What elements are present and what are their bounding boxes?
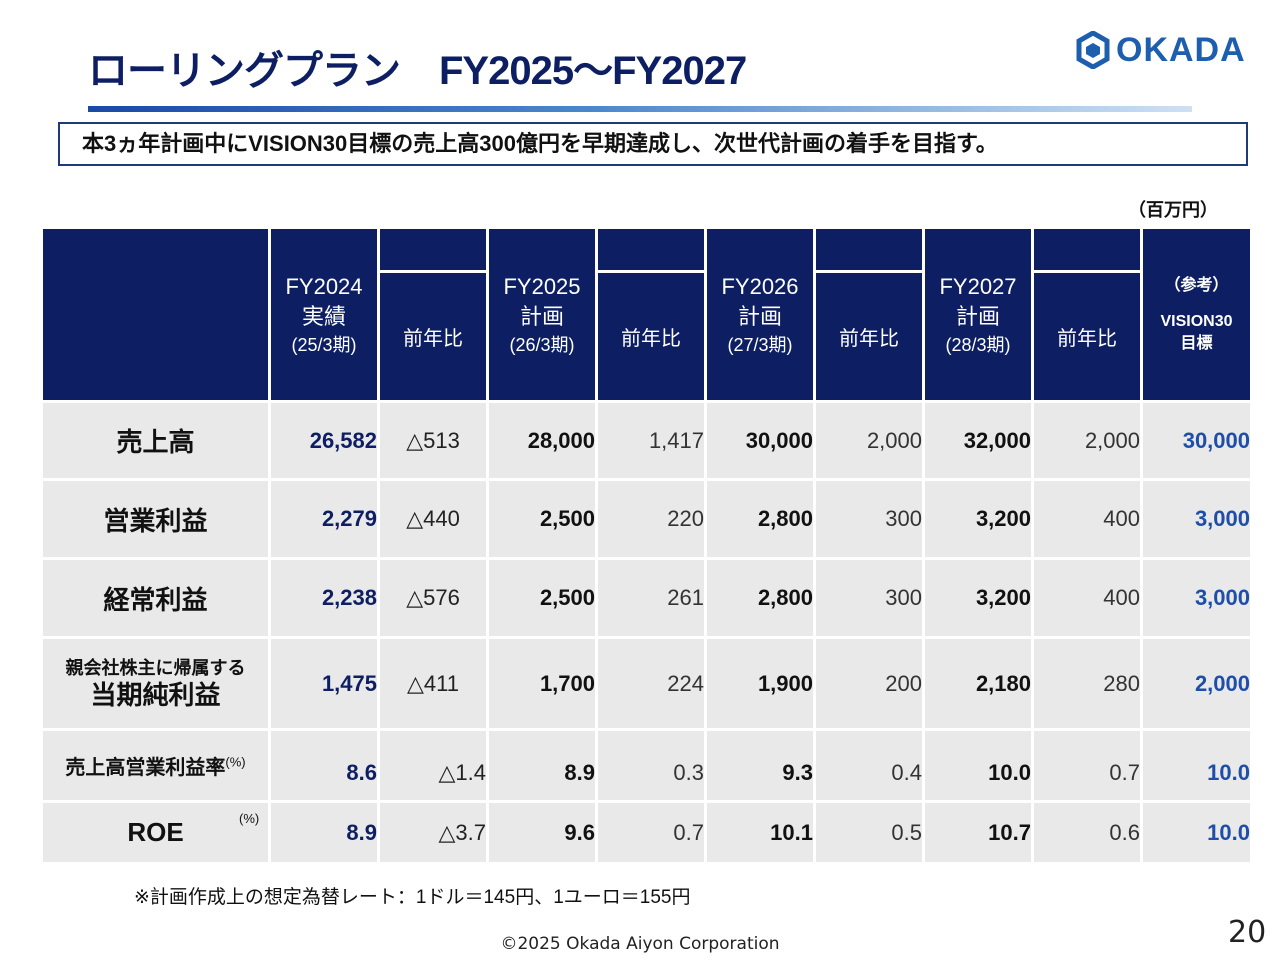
fy2024-value: 8.6	[268, 728, 380, 803]
fy2025-value: 2,500	[486, 478, 598, 560]
fy2024-value: 26,582	[268, 400, 380, 481]
company-logo: OKADA	[1076, 30, 1246, 70]
fy2026-yoy: 0.5	[813, 800, 925, 865]
title-underline	[88, 106, 1192, 112]
fy2025-yoy: 224	[595, 636, 707, 731]
fy2026-value: 1,900	[704, 636, 816, 731]
fy2027-value: 32,000	[922, 400, 1034, 481]
row-label: 営業利益	[40, 478, 271, 560]
table-row-ordinary-profit: 経常利益 2,238 △576 2,500 261 2,800 300 3,20…	[40, 557, 1253, 639]
fy2024-yoy: △1.4	[377, 728, 489, 803]
fy2026-yoy: 2,000	[813, 400, 925, 481]
header-vision30: （参考） VISION30 目標	[1140, 226, 1253, 403]
table-row-operating-margin: 売上高営業利益率(%) 8.6 △1.4 8.9 0.3 9.3 0.4 10.…	[40, 728, 1253, 803]
fy2027-value: 3,200	[922, 557, 1034, 639]
fy2027-value: 2,180	[922, 636, 1034, 731]
fy2024-yoy: △3.7	[377, 800, 489, 865]
fy2026-value: 9.3	[704, 728, 816, 803]
fy2027-yoy: 2,000	[1031, 400, 1143, 481]
fy2026-yoy: 300	[813, 478, 925, 560]
header-corner	[40, 226, 271, 403]
fy2027-value: 10.0	[922, 728, 1034, 803]
page-title: ローリングプラン FY2025～FY2027	[88, 49, 747, 93]
header-yoy: 前年比	[813, 270, 925, 403]
fy2025-value: 2,500	[486, 557, 598, 639]
fy2024-yoy: △411	[377, 636, 489, 731]
header-fy2025: FY2025 計画 (26/3期)	[486, 226, 598, 403]
fy2025-value: 9.6	[486, 800, 598, 865]
vision30-target: 10.0	[1140, 728, 1253, 803]
fy2024-yoy: △440	[377, 478, 489, 560]
fy2026-value: 30,000	[704, 400, 816, 481]
table-row-sales: 売上高 26,582 △513 28,000 1,417 30,000 2,00…	[40, 400, 1253, 481]
fy2025-value: 28,000	[486, 400, 598, 481]
fy2026-value: 2,800	[704, 478, 816, 560]
header-strip	[377, 226, 489, 273]
row-label: 売上高営業利益率(%)	[40, 728, 271, 803]
fy2027-yoy: 0.6	[1031, 800, 1143, 865]
header-strip	[595, 226, 707, 273]
fy2025-yoy: 1,417	[595, 400, 707, 481]
fy2025-yoy: 0.3	[595, 728, 707, 803]
fy2024-value: 1,475	[268, 636, 380, 731]
unit-label: （百万円）	[1128, 200, 1218, 220]
fy2025-yoy: 220	[595, 478, 707, 560]
fy2024-value: 2,238	[268, 557, 380, 639]
header-strip	[813, 226, 925, 273]
vision30-target: 10.0	[1140, 800, 1253, 865]
fy2026-yoy: 200	[813, 636, 925, 731]
header-fy2024: FY2024 実績 (25/3期)	[268, 226, 380, 403]
vision30-target: 2,000	[1140, 636, 1253, 731]
okada-hexagon-icon	[1076, 31, 1110, 69]
header-strip	[1031, 226, 1143, 273]
fy2026-value: 2,800	[704, 557, 816, 639]
header-yoy: 前年比	[595, 270, 707, 403]
vision30-target: 3,000	[1140, 478, 1253, 560]
fy2025-value: 1,700	[486, 636, 598, 731]
fy2026-value: 10.1	[704, 800, 816, 865]
fy2024-yoy: △576	[377, 557, 489, 639]
row-label: 経常利益	[40, 557, 271, 639]
row-unit: (%)	[239, 811, 260, 826]
header-fy2026: FY2026 計画 (27/3期)	[704, 226, 816, 403]
fy2027-value: 10.7	[922, 800, 1034, 865]
row-label-main: 売上高営業利益率	[65, 757, 226, 779]
logo-text: OKADA	[1116, 31, 1246, 69]
fy2024-value: 2,279	[268, 478, 380, 560]
fy2026-yoy: 0.4	[813, 728, 925, 803]
summary-banner: 本3ヵ年計画中にVISION30目標の売上高300億円を早期達成し、次世代計画の…	[58, 122, 1248, 166]
vision30-target: 30,000	[1140, 400, 1253, 481]
row-unit: (%)	[225, 754, 246, 770]
fy2024-value: 8.9	[268, 800, 380, 865]
row-label: 売上高	[40, 400, 271, 481]
table-row-roe: ROE (%) 8.9 △3.7 9.6 0.7 10.1 0.5 10.7 0…	[40, 800, 1253, 865]
row-label: ROE (%)	[40, 800, 271, 865]
row-label-main: ROE	[127, 817, 184, 847]
header-yoy: 前年比	[1031, 270, 1143, 403]
page-number: 20	[1228, 915, 1267, 950]
fy2025-yoy: 261	[595, 557, 707, 639]
fy2025-value: 8.9	[486, 728, 598, 803]
fy2027-value: 3,200	[922, 478, 1034, 560]
fy2027-yoy: 400	[1031, 557, 1143, 639]
table-row-net-income: 親会社株主に帰属する 当期純利益 1,475 △411 1,700 224 1,…	[40, 636, 1253, 731]
fy2024-yoy: △513	[377, 400, 489, 481]
vision30-target: 3,000	[1140, 557, 1253, 639]
fy2026-yoy: 300	[813, 557, 925, 639]
copyright: ©2025 Okada Aiyon Corporation	[500, 934, 780, 954]
table-row-operating-profit: 営業利益 2,279 △440 2,500 220 2,800 300 3,20…	[40, 478, 1253, 560]
header-fy2027: FY2027 計画 (28/3期)	[922, 226, 1034, 403]
fy2027-yoy: 400	[1031, 478, 1143, 560]
fy2025-yoy: 0.7	[595, 800, 707, 865]
fy2027-yoy: 0.7	[1031, 728, 1143, 803]
row-label: 親会社株主に帰属する 当期純利益	[40, 636, 271, 731]
header-yoy: 前年比	[377, 270, 489, 403]
row-label-main: 当期純利益	[90, 679, 221, 710]
rolling-plan-table: FY2024 実績 (25/3期) FY2025 計画 (26/3期) FY20…	[40, 226, 1253, 865]
fy2027-yoy: 280	[1031, 636, 1143, 731]
fx-rate-footnote: ※計画作成上の想定為替レート：1ドル＝145円、1ユーロ＝155円	[134, 887, 691, 908]
row-label-sub: 親会社株主に帰属する	[65, 657, 246, 678]
